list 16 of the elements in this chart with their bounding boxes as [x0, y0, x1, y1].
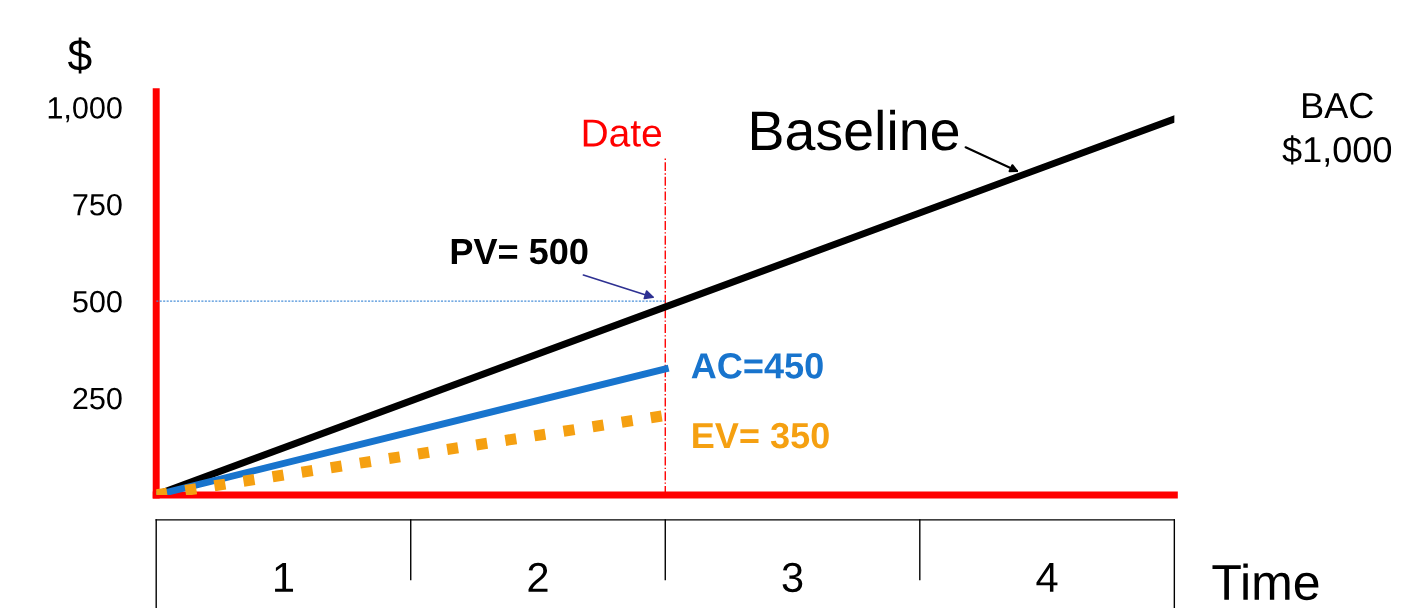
- ref-line-label: Date: [583, 119, 661, 147]
- x-tick-label: 2: [528, 562, 548, 592]
- y-tick-label: 250: [73, 387, 122, 410]
- annotation: AC=450: [691, 353, 823, 379]
- text: BAC $1,000: [1282, 92, 1392, 167]
- annotation: PV= 500: [451, 238, 588, 265]
- y-tick-label: 750: [73, 193, 122, 216]
- x-tick-label: 1: [275, 563, 294, 592]
- annotation: Baseline: [751, 109, 959, 151]
- y-tick-label: 1,000: [48, 97, 122, 123]
- annotation: EV= 350: [693, 422, 829, 449]
- x-axis-title: Time: [1212, 563, 1319, 601]
- y-tick-label: 500: [73, 290, 122, 313]
- x-tick-label: 3: [782, 562, 803, 593]
- y-axis-title: $: [67, 37, 92, 74]
- x-tick-label: 4: [1036, 563, 1058, 592]
